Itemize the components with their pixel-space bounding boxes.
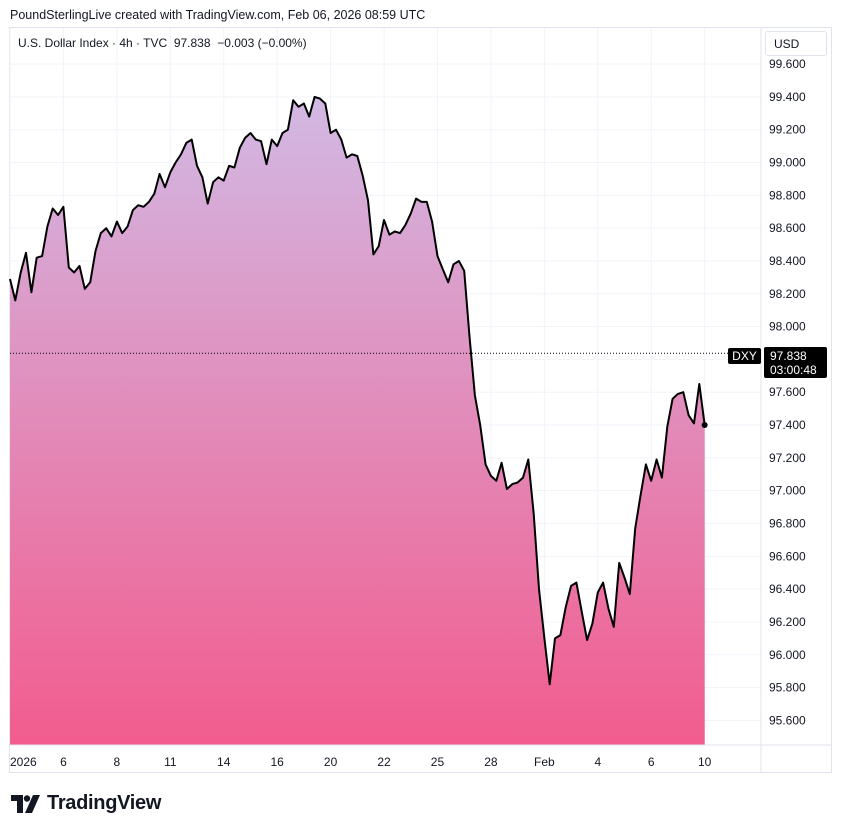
x-tick-label: 4 (594, 755, 601, 769)
y-tick-label: 98.400 (769, 254, 806, 268)
x-tick-label: 6 (648, 755, 655, 769)
x-tick-label: 22 (377, 755, 391, 769)
y-tick-label: 96.200 (769, 615, 806, 629)
y-tick-label: 96.000 (769, 648, 806, 662)
price-line (9, 95, 706, 686)
x-tick-label: 8 (114, 755, 121, 769)
tradingview-logo-icon (11, 794, 40, 813)
x-tick-label: 20 (324, 755, 338, 769)
x-tick-label: Feb (534, 755, 555, 769)
x-tick-label: 14 (217, 755, 231, 769)
y-tick-label: 98.600 (769, 221, 806, 235)
x-tick-label: 11 (164, 755, 177, 769)
tradingview-brand-text: TradingView (47, 792, 162, 814)
y-tick-label: 99.600 (769, 57, 806, 71)
y-tick-label: 97.600 (769, 385, 806, 399)
y-tick-label: 98.000 (769, 320, 806, 334)
y-tick-label: 97.200 (769, 451, 806, 465)
x-tick-label: 10 (698, 755, 712, 769)
y-tick-label: 99.000 (769, 156, 806, 170)
symbol-label: DXY (732, 349, 757, 363)
symbol-label-box (728, 348, 761, 364)
x-tick-label: 16 (270, 755, 284, 769)
x-tick-label: 6 (60, 755, 67, 769)
price-area-fill (10, 96, 705, 745)
y-tick-label: 96.400 (769, 582, 806, 596)
price-label-countdown: 03:00:48 (770, 363, 817, 377)
chart-caption: PoundSterlingLive created with TradingVi… (10, 8, 426, 22)
price-label-box (764, 347, 827, 378)
y-tick-label: 95.600 (769, 713, 806, 727)
y-tick-label: 96.600 (769, 549, 806, 563)
tradingview-logo[interactable]: TradingView (11, 792, 161, 815)
y-tick-label: 99.400 (769, 90, 806, 104)
symbol-legend: U.S. Dollar Index · 4h · TVC 97.838 −0.0… (18, 36, 307, 50)
last-price-dot (701, 422, 708, 429)
x-tick-label: 25 (431, 755, 445, 769)
y-tick-label: 97.000 (769, 484, 806, 498)
y-tick-label: 97.400 (769, 418, 806, 432)
x-tick-label: 28 (484, 755, 498, 769)
y-tick-label: 96.800 (769, 517, 806, 531)
y-tick-label: 99.200 (769, 123, 806, 137)
price-label-value: 97.838 (770, 349, 807, 363)
currency-selector[interactable]: USD (765, 31, 827, 56)
x-tick-label: 2026 (10, 755, 37, 769)
y-tick-label: 98.200 (769, 287, 806, 301)
y-tick-label: 95.800 (769, 681, 806, 695)
y-tick-label: 98.800 (769, 188, 806, 202)
